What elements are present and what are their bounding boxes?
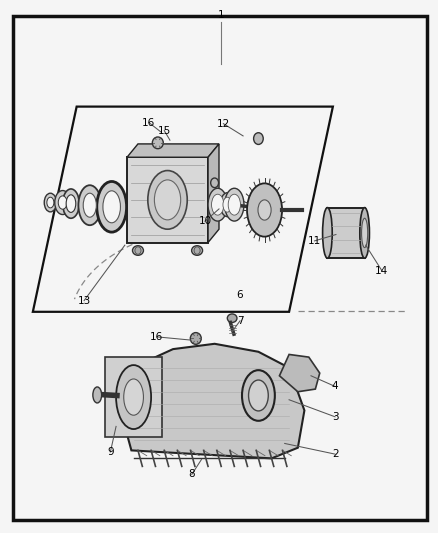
Text: 3: 3 [332,412,339,422]
Ellipse shape [362,219,367,248]
Circle shape [194,247,200,254]
Bar [328,208,364,259]
Circle shape [135,247,141,254]
Ellipse shape [63,189,79,219]
Ellipse shape [83,193,96,217]
Ellipse shape [44,193,57,212]
Ellipse shape [225,188,244,221]
Bar [127,157,208,243]
Ellipse shape [55,191,71,215]
Ellipse shape [211,178,219,188]
Ellipse shape [258,200,271,220]
Ellipse shape [248,380,268,411]
Ellipse shape [132,246,143,255]
Ellipse shape [116,365,151,429]
Ellipse shape [103,191,120,223]
Ellipse shape [93,387,102,403]
Polygon shape [208,144,219,243]
Bar [105,357,162,437]
Text: 14: 14 [375,266,389,276]
Ellipse shape [124,379,143,415]
Text: 7: 7 [237,316,244,326]
Text: 15: 15 [158,126,171,135]
Ellipse shape [208,188,227,221]
Text: 1: 1 [218,10,225,20]
Ellipse shape [227,314,237,322]
Ellipse shape [148,171,187,229]
Ellipse shape [247,183,282,237]
Ellipse shape [190,333,201,344]
Ellipse shape [254,133,263,144]
Ellipse shape [47,197,54,208]
Ellipse shape [58,196,67,209]
Text: 13: 13 [78,296,91,305]
Ellipse shape [220,193,234,216]
Ellipse shape [192,246,202,255]
Text: 10: 10 [198,216,212,226]
Ellipse shape [212,194,224,215]
Ellipse shape [242,370,275,421]
Text: 2: 2 [332,449,339,459]
Ellipse shape [154,180,180,220]
Polygon shape [279,354,320,392]
Ellipse shape [97,181,127,232]
Ellipse shape [223,197,232,212]
Text: 11: 11 [308,236,321,246]
Text: 6: 6 [237,289,244,300]
Polygon shape [125,344,304,458]
Text: 12: 12 [217,119,230,128]
Text: 9: 9 [107,447,114,457]
Text: 4: 4 [332,382,339,391]
Text: 8: 8 [188,470,195,479]
Ellipse shape [152,137,163,149]
Polygon shape [127,144,219,157]
Ellipse shape [360,208,369,259]
Ellipse shape [322,208,332,259]
Ellipse shape [78,185,101,225]
Ellipse shape [66,195,76,213]
Text: 16: 16 [142,118,155,127]
Ellipse shape [228,194,240,215]
Text: 16: 16 [150,332,163,342]
